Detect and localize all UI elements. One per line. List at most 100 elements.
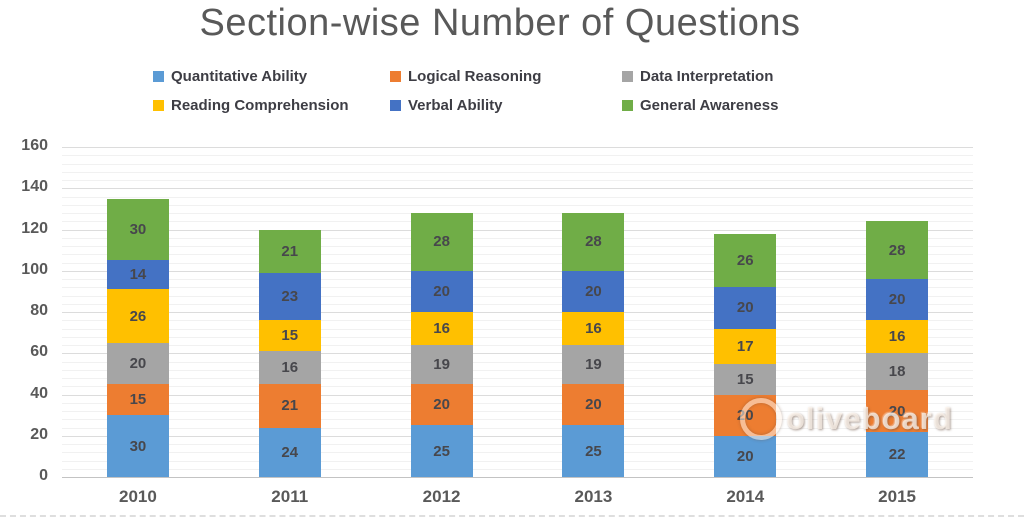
- minor-gridline: [62, 402, 973, 404]
- minor-gridline: [62, 336, 973, 338]
- legend-item-reading-comprehension[interactable]: Reading Comprehension: [153, 97, 390, 114]
- legend-item-logical-reasoning[interactable]: Logical Reasoning: [390, 68, 622, 85]
- bar-segment-2010[interactable]: 20: [106, 342, 169, 385]
- major-gridline: [62, 147, 973, 148]
- segment-value-label: 18: [888, 363, 906, 381]
- segment-value-label: 16: [433, 320, 450, 337]
- segment-value-label: 30: [129, 437, 147, 455]
- legend-label: Logical Reasoning: [408, 68, 542, 85]
- bar-segment-2014[interactable]: 17: [714, 328, 777, 364]
- x-axis-category-label: 2012: [422, 487, 461, 506]
- y-axis-tick-label: 160: [21, 137, 48, 154]
- segment-value-label: 20: [585, 282, 602, 300]
- bar-segment-2014[interactable]: 20: [714, 394, 777, 436]
- segment-value-label: 14: [129, 266, 147, 284]
- bar-segment-2011[interactable]: 21: [258, 384, 321, 428]
- major-gridline: [62, 394, 973, 396]
- segment-value-label: 20: [129, 355, 147, 373]
- bar-segment-2011[interactable]: 21: [258, 229, 321, 273]
- segment-value-label: 15: [736, 370, 754, 388]
- segment-value-label: 16: [888, 328, 906, 346]
- segment-value-label: 28: [585, 233, 602, 251]
- bar-segment-2013[interactable]: 28: [562, 213, 625, 271]
- legend-item-data-interpretation[interactable]: Data Interpretation: [622, 68, 993, 85]
- bar-segment-2012[interactable]: 20: [410, 384, 473, 426]
- bar-segment-2014[interactable]: 20: [714, 287, 777, 329]
- bar-segment-2011[interactable]: 23: [258, 272, 321, 321]
- minor-gridline: [62, 180, 973, 181]
- bar-segment-2012[interactable]: 28: [410, 213, 473, 271]
- minor-gridline: [62, 452, 973, 454]
- bar-segment-2013[interactable]: 16: [562, 312, 625, 345]
- bar-segment-2010[interactable]: 15: [106, 384, 169, 416]
- x-axis-category-label: 2011: [271, 487, 309, 506]
- bar-segment-2015[interactable]: 22: [866, 431, 929, 477]
- minor-gridline: [62, 204, 973, 206]
- bar-segment-2012[interactable]: 20: [410, 270, 473, 312]
- minor-gridline: [62, 369, 973, 371]
- segment-value-label: 24: [281, 443, 299, 461]
- legend-item-general-awareness[interactable]: General Awareness: [622, 97, 993, 114]
- y-axis-tick-label: 40: [30, 384, 48, 402]
- bar-segment-2013[interactable]: 20: [562, 384, 625, 426]
- bar-segment-2014[interactable]: 26: [714, 233, 777, 288]
- legend-label: General Awareness: [640, 97, 779, 114]
- bar-segment-2011[interactable]: 16: [258, 351, 321, 385]
- minor-gridline: [62, 468, 973, 470]
- x-axis-category-label: 2013: [574, 487, 613, 506]
- minor-gridline: [62, 279, 973, 280]
- segment-value-label: 28: [888, 241, 906, 259]
- bar-segment-2010[interactable]: 30: [106, 198, 169, 261]
- segment-value-label: 30: [129, 221, 147, 238]
- bar-segment-2011[interactable]: 24: [258, 427, 321, 477]
- minor-gridline: [62, 171, 973, 173]
- legend-swatch-data-interpretation-icon: [622, 71, 633, 82]
- bar-segment-2015[interactable]: 20: [866, 390, 929, 432]
- bar-segment-2012[interactable]: 16: [410, 312, 473, 345]
- bar-segment-2013[interactable]: 19: [562, 345, 625, 385]
- segment-value-label: 26: [129, 307, 147, 325]
- minor-gridline: [62, 361, 973, 363]
- bottom-crop-line: [0, 515, 1024, 517]
- minor-gridline: [62, 303, 973, 305]
- minor-gridline: [62, 320, 973, 322]
- legend-swatch-general-awareness-icon: [622, 100, 633, 111]
- y-axis-tick-label: 80: [30, 302, 48, 319]
- bar-segment-2013[interactable]: 25: [562, 425, 625, 477]
- legend-item-quantitative-ability[interactable]: Quantitative Ability: [153, 68, 390, 85]
- minor-gridline: [62, 254, 973, 256]
- segment-value-label: 15: [281, 327, 299, 345]
- legend-item-verbal-ability[interactable]: Verbal Ability: [390, 97, 622, 114]
- minor-gridline: [62, 213, 973, 214]
- minor-gridline: [62, 345, 973, 346]
- bar-segment-2014[interactable]: 15: [714, 363, 777, 395]
- bar-segment-2015[interactable]: 20: [866, 279, 929, 321]
- y-axis-tick-label: 140: [21, 178, 48, 196]
- bar-segment-2010[interactable]: 26: [106, 289, 169, 343]
- bar-segment-2013[interactable]: 20: [562, 270, 625, 312]
- segment-value-label: 16: [281, 359, 299, 377]
- y-axis-tick-label: 0: [39, 467, 48, 484]
- minor-gridline: [62, 221, 973, 223]
- bar-segment-2010[interactable]: 14: [106, 260, 169, 290]
- bar-segment-2015[interactable]: 16: [866, 320, 929, 354]
- minor-gridline: [62, 295, 973, 297]
- bar-segment-2010[interactable]: 30: [106, 415, 169, 477]
- legend-swatch-quantitative-icon: [153, 71, 164, 82]
- segment-value-label: 26: [736, 251, 754, 269]
- bar-segment-2012[interactable]: 25: [410, 425, 473, 477]
- bar-segment-2011[interactable]: 15: [258, 320, 321, 352]
- segment-value-label: 16: [585, 320, 602, 337]
- bar-segment-2015[interactable]: 28: [866, 221, 929, 279]
- minor-gridline: [62, 237, 973, 239]
- minor-gridline: [62, 427, 973, 429]
- bar-segment-2014[interactable]: 20: [714, 435, 777, 477]
- minor-gridline: [62, 378, 973, 379]
- segment-value-label: 20: [585, 396, 602, 414]
- major-gridline: [62, 270, 973, 272]
- x-axis-category-label: 2010: [118, 487, 157, 506]
- segment-value-label: 15: [129, 391, 147, 409]
- bar-segment-2015[interactable]: 18: [866, 353, 929, 391]
- bar-segment-2012[interactable]: 19: [410, 345, 473, 385]
